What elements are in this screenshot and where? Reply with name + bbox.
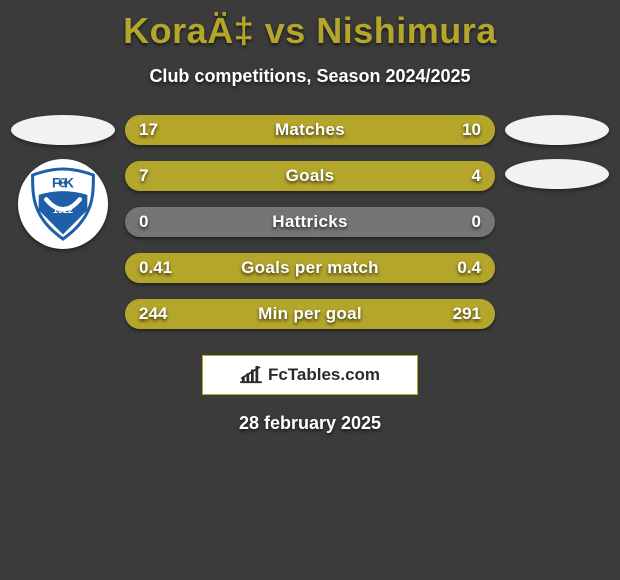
stat-bar: 00Hattricks bbox=[125, 207, 495, 237]
stat-label: Goals per match bbox=[125, 253, 495, 283]
stat-label: Goals bbox=[125, 161, 495, 191]
right-player-column bbox=[502, 115, 612, 189]
page-subtitle: Club competitions, Season 2024/2025 bbox=[0, 66, 620, 87]
stat-label: Hattricks bbox=[125, 207, 495, 237]
page-title: KoraÄ‡ vs Nishimura bbox=[0, 0, 620, 52]
stat-bar: 244291Min per goal bbox=[125, 299, 495, 329]
generation-date: 28 february 2025 bbox=[0, 413, 620, 434]
stat-label: Min per goal bbox=[125, 299, 495, 329]
svg-text:1922: 1922 bbox=[53, 205, 73, 215]
stat-bars: 1710Matches 74Goals 00Hattricks 0.410.4Goal… bbox=[125, 115, 495, 329]
shield-icon: F K 1922 bbox=[25, 166, 101, 242]
club-badge-left: F K 1922 bbox=[18, 159, 108, 249]
player-photo-placeholder-right-1 bbox=[505, 115, 609, 145]
stat-bar: 0.410.4Goals per match bbox=[125, 253, 495, 283]
stat-bar: 1710Matches bbox=[125, 115, 495, 145]
brand-text: FcTables.com bbox=[268, 365, 380, 385]
stat-bar: 74Goals bbox=[125, 161, 495, 191]
content-area: F K 1922 1710Matches 74Goals 00Hattricks 0.… bbox=[0, 115, 620, 434]
stat-label: Matches bbox=[125, 115, 495, 145]
brand-attribution[interactable]: FcTables.com bbox=[202, 355, 418, 395]
player-photo-placeholder-left bbox=[11, 115, 115, 145]
player-photo-placeholder-right-2 bbox=[505, 159, 609, 189]
bar-chart-icon bbox=[240, 366, 262, 384]
left-player-column: F K 1922 bbox=[8, 115, 118, 249]
comparison-infographic: KoraÄ‡ vs Nishimura Club competitions, S… bbox=[0, 0, 620, 580]
